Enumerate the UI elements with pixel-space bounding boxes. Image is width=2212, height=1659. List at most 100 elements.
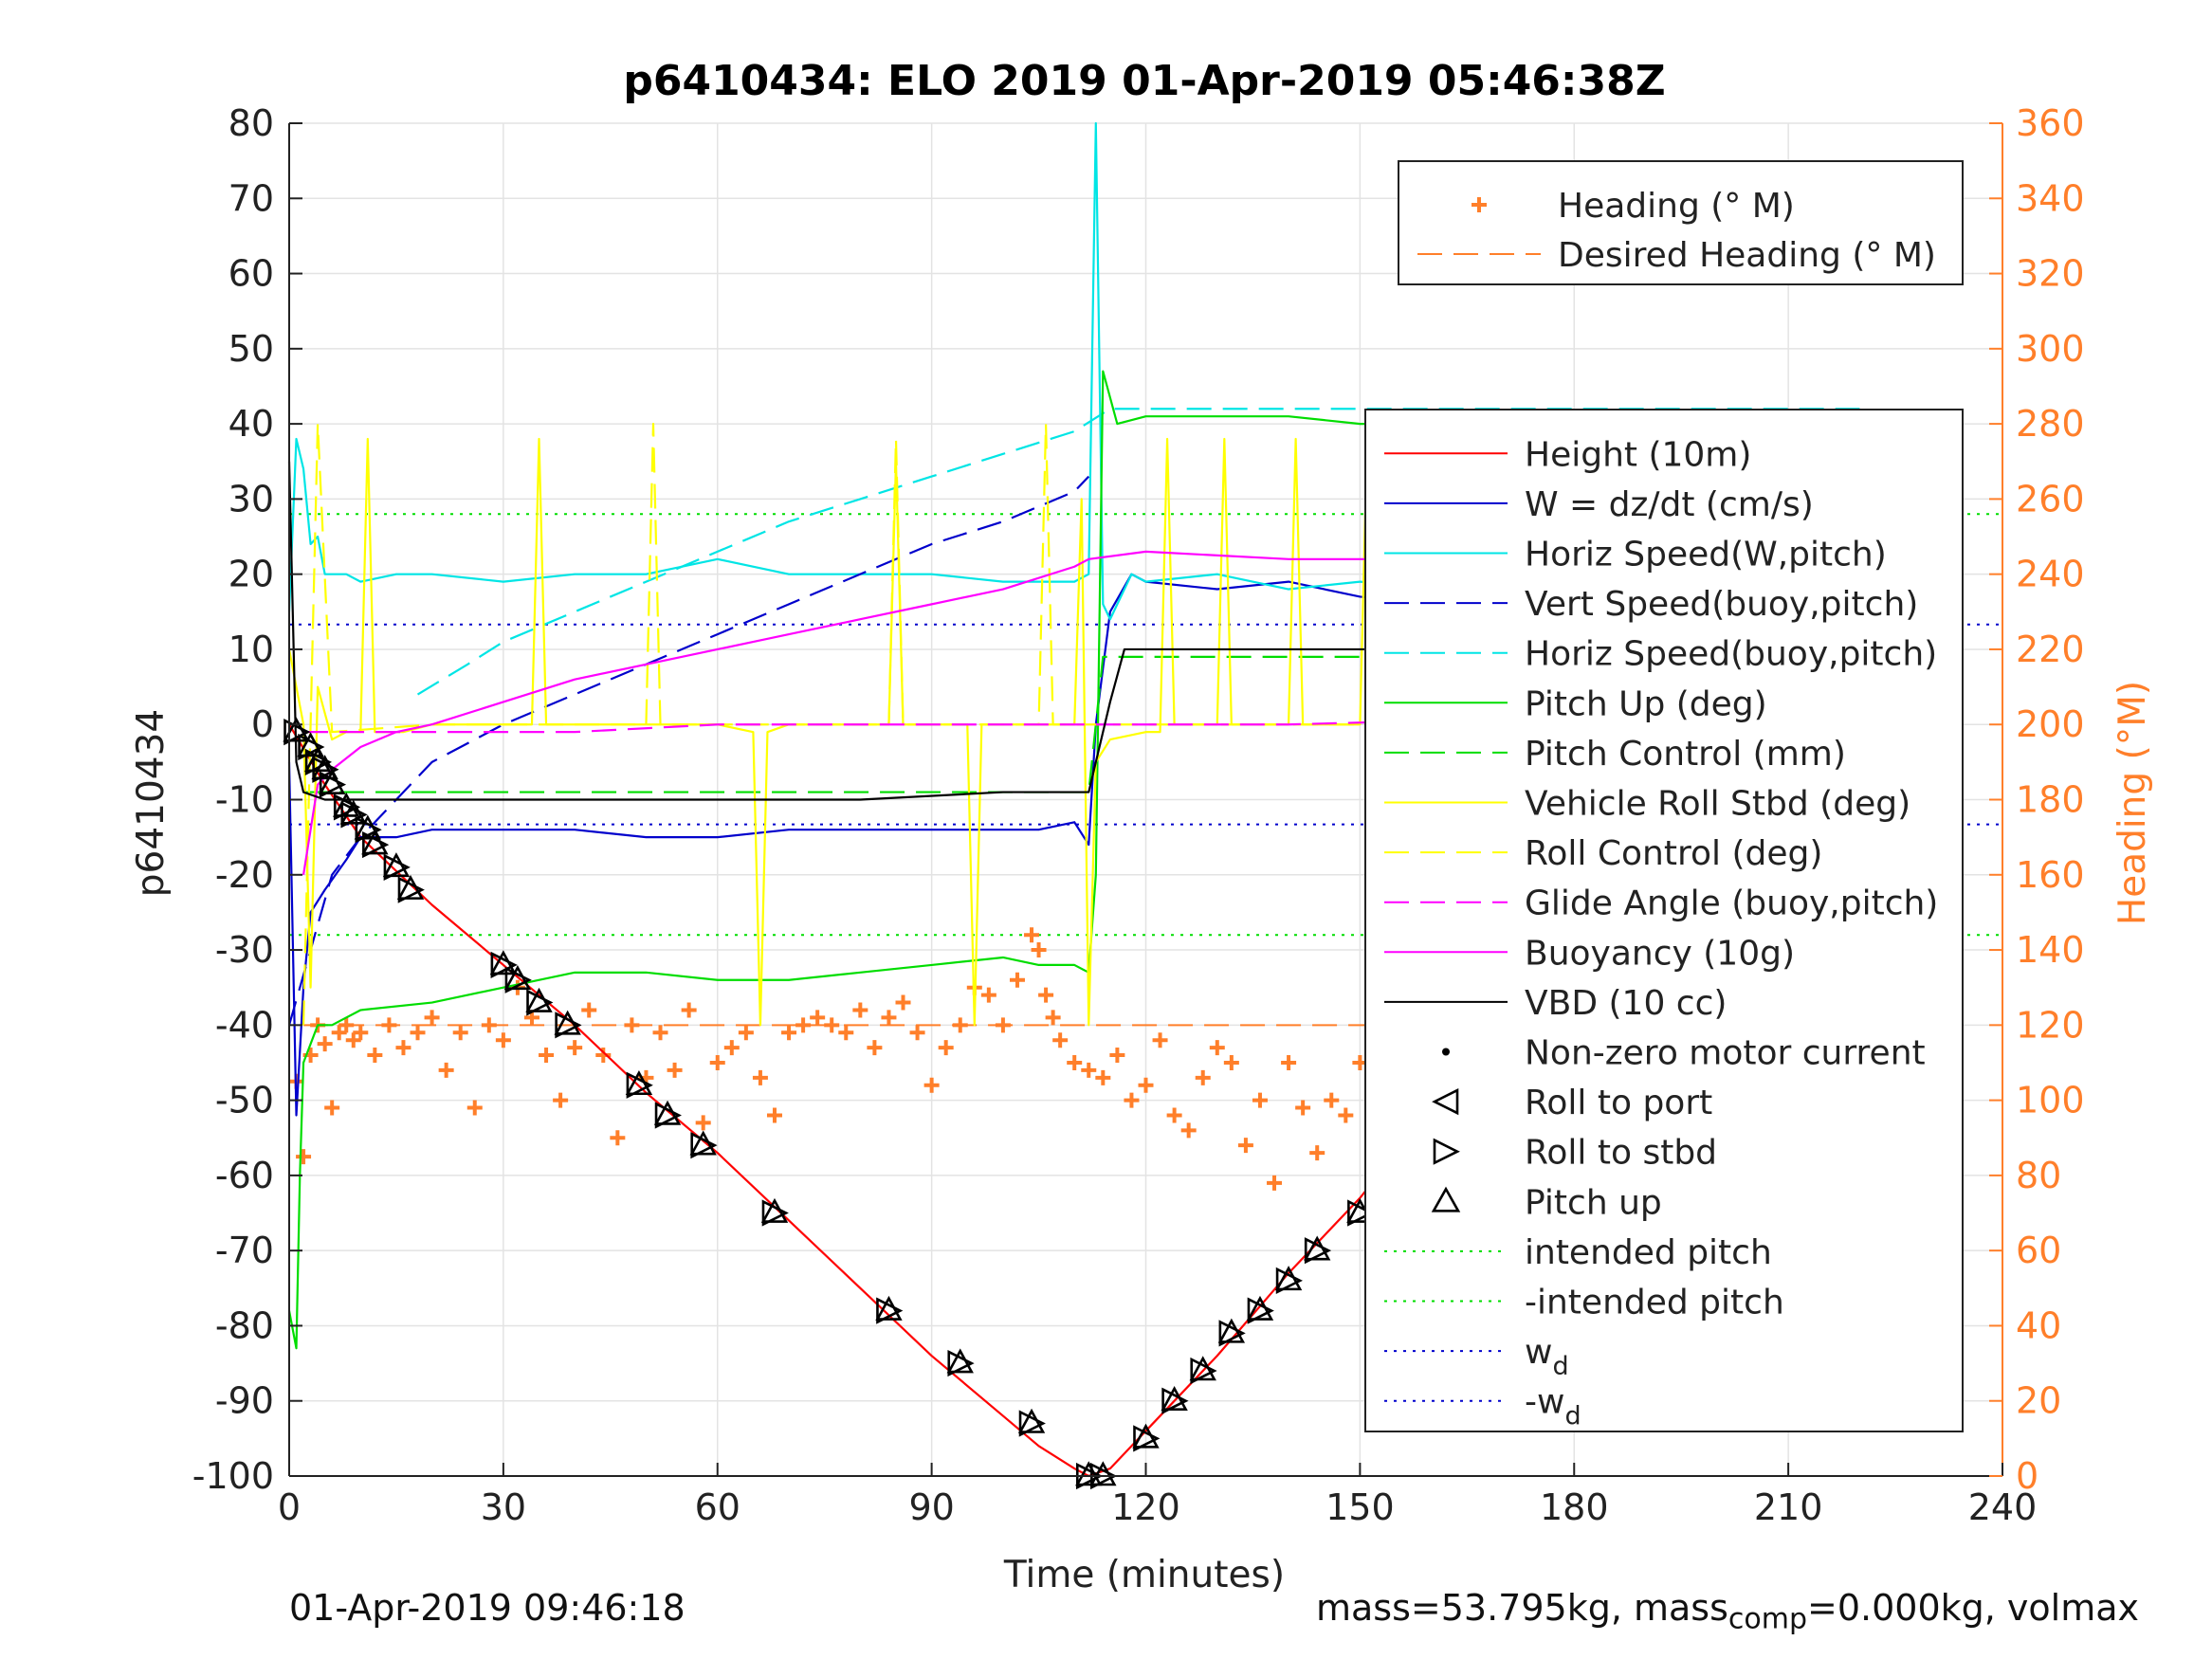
heading-point: [381, 1017, 397, 1033]
heading-point: [681, 1002, 697, 1018]
heading-point: [1223, 1054, 1239, 1070]
heading-point: [581, 1002, 597, 1018]
heading-point: [909, 1025, 925, 1041]
y-left-tick-label: -100: [192, 1455, 274, 1497]
heading-point: [1109, 1048, 1125, 1064]
heading-point: [1045, 1010, 1061, 1026]
y-right-tick-label: 20: [2016, 1380, 2061, 1422]
marker-triangle: [1018, 1410, 1046, 1437]
x-tick-label: 90: [908, 1486, 954, 1528]
y-right-tick-label: 280: [2016, 403, 2085, 445]
y-left-tick-label: 60: [229, 253, 274, 295]
marker-triangle: [1347, 1199, 1375, 1227]
marker-triangle: [626, 1071, 653, 1099]
legend-symbol: [1472, 197, 1487, 212]
marker-triangle: [1218, 1320, 1246, 1347]
heading-point: [738, 1025, 754, 1041]
y-right-tick-label: 320: [2016, 253, 2085, 295]
x-axis-label: Time (minutes): [1003, 1554, 1285, 1596]
heading-point: [881, 1010, 897, 1026]
heading-point: [995, 1017, 1011, 1033]
marker-triangle: [1161, 1387, 1189, 1414]
heading-point: [324, 1100, 340, 1116]
x-tick-label: 150: [1325, 1486, 1395, 1528]
x-tick-label: 120: [1111, 1486, 1180, 1528]
reference-lines: [289, 513, 2002, 937]
x-tick-label: 0: [278, 1486, 301, 1528]
marker-triangle: [1275, 1267, 1303, 1294]
y-left-tick-label: 80: [229, 102, 274, 144]
heading-point: [495, 1032, 511, 1048]
legend-label: Heading (° M): [1558, 187, 1795, 226]
heading-point: [595, 1048, 612, 1064]
legend-label: Vehicle Roll Stbd (deg): [1525, 785, 1910, 824]
legend-label: Horiz Speed(W,pitch): [1525, 536, 1887, 574]
y-right-tick-label: 80: [2016, 1155, 2061, 1196]
y-left-tick-label: 30: [229, 478, 274, 520]
heading-point: [539, 1048, 555, 1064]
heading-point: [667, 1062, 683, 1078]
legend-label: Desired Heading (° M): [1558, 236, 1936, 275]
heading-point: [1052, 1032, 1069, 1048]
heading-point: [1067, 1054, 1083, 1070]
y-right-tick-label: 260: [2016, 478, 2085, 520]
heading-point: [1281, 1054, 1297, 1070]
y-left-tick-label: -20: [215, 854, 274, 896]
heading-point: [980, 987, 996, 1003]
axes: 0 30 60 90 120 150 180 210 240-100-90-80-70-60-5…: [192, 102, 2085, 1528]
legend-label: Pitch Up (deg): [1525, 684, 1767, 723]
x-tick-label: 210: [1754, 1486, 1823, 1528]
x-tick-label: 60: [695, 1486, 740, 1528]
heading-point: [338, 1017, 355, 1033]
marker-triangle: [283, 719, 311, 746]
heading-point: [1124, 1092, 1140, 1108]
heading-point: [1195, 1069, 1211, 1085]
x-tick-label: 240: [1968, 1486, 2038, 1528]
y-right-tick-label: 240: [2016, 554, 2085, 595]
marker-triangle: [383, 853, 411, 881]
legend-label-sub: d: [1552, 1352, 1568, 1381]
heading-point: [867, 1040, 883, 1056]
marker-triangle: [397, 876, 425, 903]
heading-point: [895, 994, 911, 1011]
legend-label: Roll to port: [1525, 1084, 1712, 1122]
marker-triangle: [1190, 1357, 1217, 1385]
footer-mass-sub: comp: [1728, 1602, 1808, 1636]
marker-triangle: [333, 793, 361, 821]
legend-label: W = dz/dt (cm/s): [1525, 485, 1814, 524]
marker-triangle: [761, 1199, 789, 1227]
legend-symbol: [1431, 1186, 1461, 1212]
heading-point: [795, 1017, 812, 1033]
y-left-tick-label: 0: [251, 703, 274, 745]
heading-point: [1138, 1077, 1154, 1093]
heading-point: [1267, 1175, 1283, 1191]
legend-heading: Heading (° M) Desired Heading (° M): [1398, 160, 1964, 285]
heading-point: [345, 1032, 361, 1048]
heading-point: [1295, 1100, 1311, 1116]
legend-symbol: [1432, 1087, 1459, 1116]
heading-point: [331, 1025, 347, 1041]
chart-title: p6410434: ELO 2019 01-Apr-2019 05:46:38Z: [623, 57, 1665, 105]
legend-label: Pitch Control (mm): [1525, 735, 1846, 774]
heading-point: [709, 1054, 725, 1070]
legend-label: Buoyancy (10g): [1525, 934, 1795, 973]
y-right-tick-label: 220: [2016, 629, 2085, 670]
y-right-tick-label: 140: [2016, 929, 2085, 971]
legend-main: Height (10m) W = dz/dt (cm/s) Horiz Speed(…: [1364, 409, 1964, 1432]
heading-point: [1038, 987, 1054, 1003]
heading-point: [410, 1025, 426, 1041]
heading-point: [452, 1025, 468, 1041]
heading-point: [1209, 1040, 1225, 1056]
y-left-tick-label: -80: [215, 1304, 274, 1346]
y-right-tick-label: 200: [2016, 703, 2085, 745]
heading-point: [810, 1010, 826, 1026]
marker-triangle: [504, 966, 532, 994]
x-tick-label: 30: [481, 1486, 526, 1528]
heading-point: [1309, 1145, 1325, 1161]
y-right-tick-label: 40: [2016, 1304, 2061, 1346]
marker-triangle: [490, 951, 518, 979]
heading-point: [1095, 1069, 1111, 1085]
heading-point: [938, 1040, 954, 1056]
heading-point: [695, 1115, 711, 1131]
heading-point: [466, 1100, 483, 1116]
